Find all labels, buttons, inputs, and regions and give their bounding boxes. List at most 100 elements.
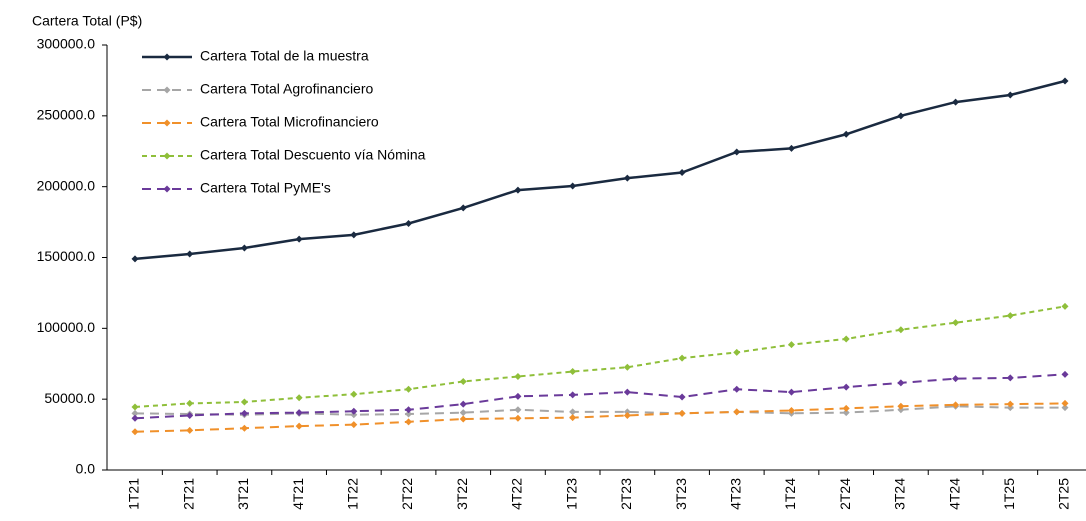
data-point [514,406,522,414]
data-point [787,407,795,414]
data-point [405,406,413,414]
x-tick-label: 2T24 [837,478,853,510]
data-point [295,235,303,243]
data-point [787,388,795,396]
data-point [1006,374,1014,382]
x-tick-label: 2T21 [180,478,196,510]
data-point [569,368,577,376]
data-point [623,388,631,396]
data-point [952,375,960,383]
data-point [186,411,194,419]
data-point [842,335,850,343]
y-tick-label: 50000.0 [44,390,95,406]
data-point [1061,399,1069,407]
legend-label: Cartera Total PyME's [200,180,331,196]
x-tick-label: 1T24 [782,478,798,510]
x-tick-label: 4T22 [509,478,525,510]
data-point [1006,400,1014,408]
series-line [134,79,1066,261]
data-point [459,409,467,417]
data-point [350,390,358,398]
data-point [514,414,522,422]
data-point [1061,370,1069,378]
data-point [186,399,194,407]
x-tick-label: 1T22 [345,478,361,510]
data-point [952,319,960,327]
data-point [405,410,413,418]
data-point [240,409,248,417]
data-point [842,383,850,391]
data-point [459,204,467,212]
data-point [678,354,686,362]
x-tick-label: 3T21 [235,478,251,510]
data-point [897,112,905,120]
x-tick-label: 2T25 [1056,478,1072,510]
legend-marker [163,53,171,61]
data-point [569,391,577,399]
data-point [1006,312,1014,320]
data-point [569,182,577,190]
x-tick-label: 1T21 [126,478,142,510]
data-point [459,415,467,423]
data-point [514,392,522,400]
data-point [897,379,905,387]
data-point [1061,404,1069,412]
data-point [623,411,631,419]
data-point [405,220,413,227]
legend-marker [163,152,171,160]
data-point [678,169,686,176]
data-point [295,409,303,417]
data-point [131,403,139,411]
data-point [733,148,741,156]
data-point [131,409,139,417]
data-point [350,231,358,239]
data-point [131,428,139,436]
data-point [623,363,631,371]
x-tick-label: 1T25 [1001,478,1017,510]
data-point [350,407,358,415]
data-point [405,418,413,426]
legend-marker [163,86,171,94]
legend-marker [163,185,171,193]
data-point [240,244,248,252]
y-tick-label: 100000.0 [37,319,96,335]
data-point [514,186,522,194]
data-point [952,401,960,409]
y-tick-label: 300000.0 [37,36,96,52]
x-tick-label: 4T23 [727,478,743,510]
data-point [240,398,248,406]
legend-label: Cartera Total Microfinanciero [200,114,379,130]
data-point [350,411,358,419]
y-tick-label: 250000.0 [37,107,96,123]
data-point [1061,77,1069,85]
data-point [186,426,194,434]
series-line [134,402,1066,433]
data-point [240,424,248,432]
data-point [459,400,467,408]
x-tick-label: 1T23 [563,478,579,510]
legend-label: Cartera Total Agrofinanciero [200,81,373,97]
x-tick-label: 2T22 [399,478,415,510]
x-tick-label: 3T23 [673,478,689,510]
data-point [186,250,194,258]
data-point [842,130,850,138]
series-line [134,373,1066,420]
data-point [897,406,905,414]
x-tick-label: 4T21 [290,478,306,510]
data-point [733,385,741,393]
data-point [733,408,741,416]
data-point [952,98,960,106]
data-point [842,404,850,412]
y-axis-title: Cartera Total (P$) [32,13,142,29]
data-point [405,385,413,393]
data-point [1006,91,1014,99]
data-point [1061,302,1069,310]
y-tick-label: 150000.0 [37,248,96,264]
data-point [295,422,303,430]
data-point [678,409,686,417]
data-point [678,393,686,401]
data-point [787,341,795,349]
x-tick-label: 3T24 [892,478,908,510]
data-point [514,373,522,380]
